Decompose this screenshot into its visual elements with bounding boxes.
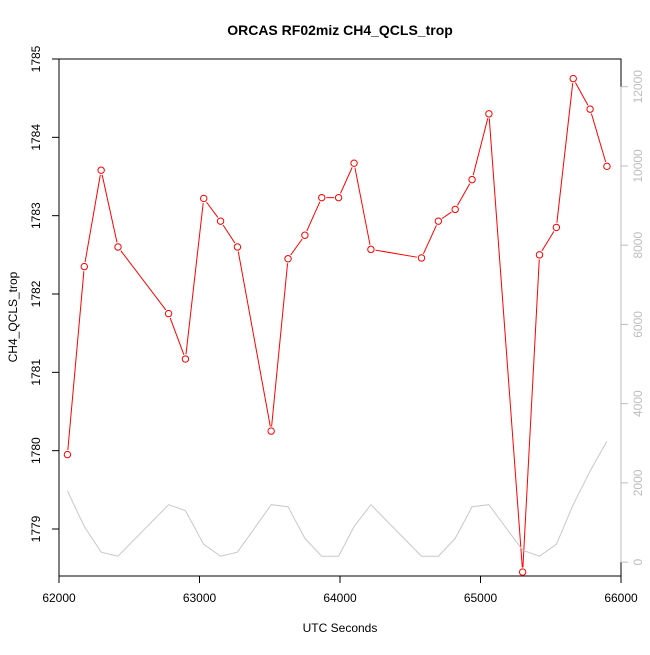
series-1-segment — [67, 271, 85, 451]
y2-tick-label: 10000 — [631, 149, 645, 183]
series-1-point — [200, 194, 208, 203]
series-1-segment — [422, 225, 437, 254]
series-1-point — [97, 166, 105, 174]
series-1-point — [569, 74, 577, 83]
series-1-point — [603, 162, 611, 171]
series-1-point — [301, 231, 309, 239]
y2-tick-label: 6000 — [631, 311, 645, 338]
series-1-point — [451, 205, 459, 214]
y-tick-label: 1781 — [29, 359, 43, 386]
series-1-segment — [340, 167, 353, 194]
series-1-point — [114, 243, 122, 251]
y2-tick-label: 12000 — [631, 70, 645, 104]
y-tick-label: 1785 — [29, 45, 43, 72]
series-1-segment — [169, 317, 185, 355]
series-1-point — [284, 255, 292, 263]
series-1-point — [586, 105, 594, 113]
x-tick-label: 66000 — [604, 591, 638, 605]
series-1-point — [350, 159, 358, 167]
series-1-segment — [375, 249, 418, 258]
series-1-segment — [488, 118, 523, 568]
series-1-segment — [290, 238, 303, 256]
series-1-point — [63, 450, 72, 459]
x-tick-label: 65000 — [464, 591, 498, 605]
y2-tick-label: 4000 — [631, 390, 645, 417]
y-axis-right: 0 2000 4000 6000 8000 10000 12000 — [620, 70, 645, 565]
series-1-point — [518, 568, 527, 576]
y-tick-label: 1779 — [29, 515, 43, 542]
x-tick-label: 63000 — [183, 591, 217, 605]
y-tick-label: 1783 — [29, 202, 43, 229]
x-tick-label: 62000 — [42, 591, 76, 605]
y-tick-label: 1780 — [29, 437, 43, 464]
series-1-point — [80, 262, 88, 271]
series-1-segment — [222, 224, 236, 244]
series-1-segment — [590, 113, 607, 163]
x-axis-title: UTC Seconds — [303, 621, 378, 635]
series-1-point — [334, 193, 343, 202]
y-tick-label: 1784 — [29, 124, 43, 151]
series-1-point — [233, 243, 242, 251]
series-1-segment — [237, 251, 271, 427]
series-1-point — [164, 309, 173, 318]
y-axis-title: CH4_QCLS_trop — [6, 271, 20, 362]
series-1-segment — [101, 174, 118, 243]
series-1-point — [267, 427, 275, 435]
series-1-point — [434, 217, 443, 225]
x-tick-label: 64000 — [323, 591, 357, 605]
series-1-point — [535, 251, 544, 259]
series-1-point — [367, 245, 375, 254]
series-1-point — [468, 175, 476, 184]
series-1-segment — [472, 118, 489, 176]
series-layer — [63, 74, 611, 576]
series-1-segment — [522, 259, 540, 568]
y2-tick-label: 8000 — [631, 232, 645, 259]
x-axis: 62000 63000 64000 65000 66000 — [42, 575, 638, 605]
series-1-segment — [206, 201, 219, 218]
y-tick-label: 1782 — [29, 280, 43, 307]
series-1-segment — [120, 250, 167, 311]
series-1-segment — [84, 174, 101, 263]
y2-tick-label: 2000 — [631, 469, 645, 496]
series-1 — [63, 74, 611, 576]
y2-tick-label: 0 — [631, 558, 645, 565]
series-2-line — [66, 441, 608, 557]
series-1-point — [552, 223, 561, 232]
series-1-segment — [575, 82, 589, 106]
series-1-segment — [354, 167, 371, 245]
series-1-segment — [306, 201, 321, 232]
series-1-segment — [271, 263, 289, 427]
series-1-point — [181, 355, 190, 363]
y-axis-left: 1779 1780 1781 1782 1783 1784 1785 — [29, 45, 60, 542]
series-1-point — [417, 254, 426, 262]
series-1-segment — [457, 183, 471, 206]
series-1-segment — [441, 211, 452, 219]
series-1-segment — [185, 202, 204, 355]
chart-title: ORCAS RF02miz CH4_QCLS_trop — [227, 22, 453, 38]
series-1-point — [485, 110, 493, 118]
series-1-segment — [556, 83, 574, 223]
series-1-point — [318, 193, 326, 202]
series-1-segment — [541, 231, 555, 252]
series-1-point — [216, 217, 225, 225]
